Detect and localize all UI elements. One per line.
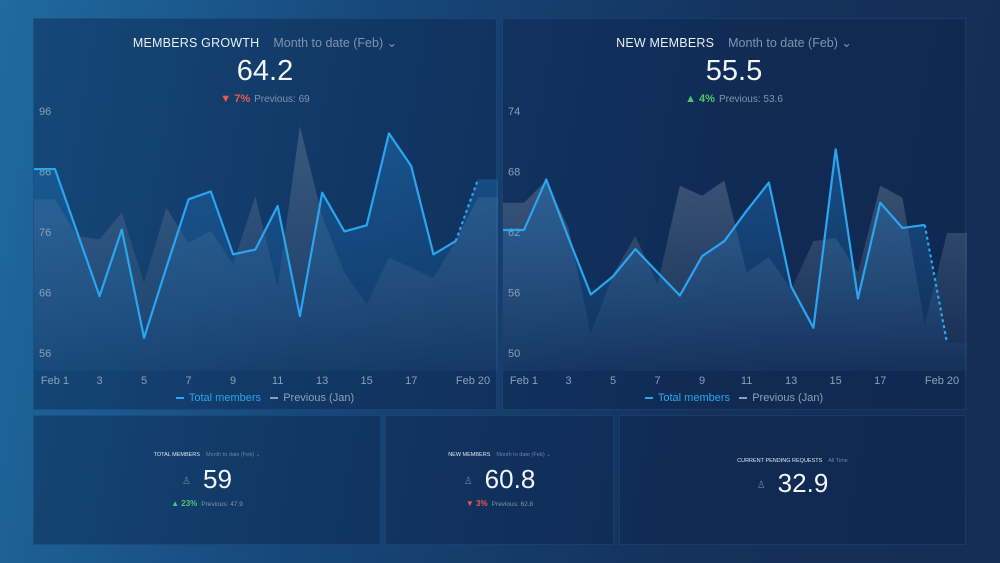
y-tick-label: 56	[508, 288, 520, 300]
legend-label: Previous (Jan)	[752, 392, 824, 404]
legend-total-members[interactable]: Total members	[175, 392, 262, 404]
chevron-down-icon: ⌄	[841, 36, 852, 50]
x-tick-label: 15	[361, 375, 373, 387]
x-tick-label: 13	[785, 375, 797, 387]
legend-label: Total members	[188, 392, 262, 404]
legend-previous[interactable]: Previous (Jan)	[270, 392, 354, 404]
total-members-line	[34, 132, 457, 339]
x-tick-label: Feb 1	[41, 375, 69, 387]
new-members-card: NEW MEMBERS Month to date (Feb) ⌄ ♙ 60.8 ▼…	[385, 415, 614, 545]
x-tick-label: Feb 20	[925, 375, 959, 387]
previous-value: Previous: 62.8	[491, 501, 534, 508]
widget-title: NEW MEMBERS	[616, 36, 715, 50]
y-tick-label: 76	[39, 227, 51, 239]
card-title: CURRENT PENDING REQUESTS	[737, 458, 823, 464]
user-icon: ♙	[463, 475, 473, 487]
change-percent: 4%	[699, 93, 715, 105]
x-tick-label: 3	[96, 375, 102, 387]
card-value: 59	[203, 464, 232, 494]
date-range-dropdown[interactable]: Month to date (Feb) ⌄	[205, 452, 261, 458]
x-tick-label: 9	[699, 375, 705, 387]
members-growth-widget: MEMBERS GROWTH Month to date (Feb) ⌄ 64.2…	[33, 18, 498, 410]
date-range-label: Month to date (Feb)	[496, 452, 545, 458]
date-range-dropdown[interactable]: Month to date (Feb) ⌄	[728, 36, 852, 50]
down-arrow-icon: ▼	[220, 93, 235, 105]
new-members-chart: 74 68 62 56 50 Feb 1 3 5 7 9 11 13 15 17 Feb 20	[503, 106, 967, 387]
previous-value: Previous: 47.9	[201, 501, 243, 508]
x-tick-label: 17	[405, 375, 417, 387]
y-tick-label: 68	[508, 167, 520, 179]
x-tick-label: 11	[741, 375, 752, 387]
widget-title: MEMBERS GROWTH	[132, 36, 260, 50]
x-tick-label: 5	[141, 375, 147, 387]
total-members-card: TOTAL MEMBERS Month to date (Feb) ⌄ ♙ 59 ▲…	[33, 415, 381, 545]
x-tick-label: 7	[655, 375, 661, 387]
y-tick-label: 96	[39, 106, 51, 118]
card-value: 32.9	[777, 468, 829, 498]
x-tick-label: 13	[316, 375, 328, 387]
y-tick-label: 74	[508, 106, 520, 118]
user-icon: ♙	[756, 479, 766, 491]
x-tick-label: 9	[230, 375, 236, 387]
date-range-label: Month to date (Feb)	[273, 36, 384, 50]
pending-requests-card: CURRENT PENDING REQUESTS All Time ♙ 32.9	[619, 415, 966, 545]
total-members-projection-line	[454, 178, 480, 242]
x-tick-label: 15	[830, 375, 842, 387]
x-tick-label: 5	[610, 375, 616, 387]
x-tick-label: 7	[186, 375, 192, 387]
y-tick-label: 56	[39, 348, 51, 360]
previous-value: Previous: 53.6	[718, 94, 783, 105]
current-series-area	[34, 133, 498, 371]
y-tick-label: 66	[39, 288, 51, 300]
kpi-value: 64.2	[236, 55, 294, 87]
x-tick-label: 17	[874, 375, 886, 387]
new-members-widget: NEW MEMBERS Month to date (Feb) ⌄ 55.5 ▲ …	[502, 18, 967, 410]
kpi-value: 55.5	[705, 55, 763, 87]
range-label: All Time	[828, 458, 848, 464]
change-percent: 3%	[476, 499, 488, 508]
card-title: NEW MEMBERS	[448, 452, 491, 458]
down-arrow-icon: ▼	[465, 499, 476, 508]
y-tick-label: 62	[508, 227, 520, 239]
x-tick-label: Feb 1	[510, 375, 538, 387]
date-range-label: Month to date (Feb)	[205, 452, 255, 458]
change-percent: 23%	[181, 499, 198, 508]
x-tick-label: 11	[272, 375, 283, 387]
total-members-projection-line	[923, 224, 949, 344]
date-range-dropdown[interactable]: Month to date (Feb) ⌄	[496, 452, 551, 458]
legend-label: Previous (Jan)	[283, 392, 355, 404]
date-range-label: Month to date (Feb)	[728, 36, 838, 50]
card-value: 60.8	[484, 464, 536, 494]
x-tick-label: Feb 20	[456, 375, 490, 387]
total-members-line	[503, 148, 925, 329]
date-range-dropdown[interactable]: Month to date (Feb) ⌄	[273, 36, 397, 50]
change-percent: 7%	[234, 93, 251, 105]
legend-previous[interactable]: Previous (Jan)	[739, 392, 823, 404]
up-arrow-icon: ▲	[171, 499, 182, 508]
chevron-down-icon: ⌄	[386, 36, 398, 50]
current-series-area	[503, 149, 967, 371]
card-title: TOTAL MEMBERS	[153, 452, 200, 458]
x-tick-label: 3	[565, 375, 571, 387]
up-arrow-icon: ▲	[685, 93, 700, 105]
user-icon: ♙	[182, 475, 192, 487]
y-tick-label: 50	[508, 348, 520, 360]
legend-total-members[interactable]: Total members	[644, 392, 731, 404]
previous-value: Previous: 69	[254, 94, 310, 105]
legend-label: Total members	[657, 392, 731, 404]
